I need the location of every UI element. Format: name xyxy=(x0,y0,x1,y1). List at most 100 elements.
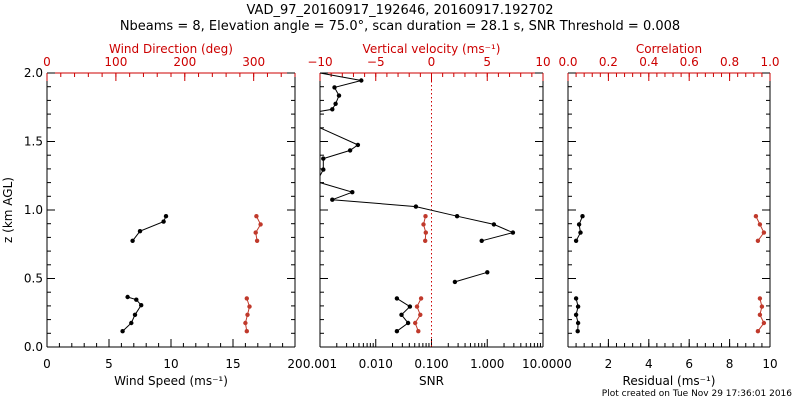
series-line xyxy=(319,127,359,177)
data-point xyxy=(399,312,404,317)
data-point xyxy=(573,238,579,243)
data-point xyxy=(258,222,263,227)
data-point xyxy=(580,214,585,219)
series-line xyxy=(255,215,262,241)
figure-title-line1: VAD_97_20160917_192646, 20160917.192702 xyxy=(247,3,554,18)
data-point xyxy=(423,214,428,219)
data-point xyxy=(413,320,418,326)
data-point xyxy=(418,296,424,301)
data-point xyxy=(120,329,125,334)
data-point xyxy=(330,197,335,202)
data-point xyxy=(394,329,400,334)
series-line xyxy=(422,216,427,241)
data-point xyxy=(755,329,761,334)
top-tick-label: 300 xyxy=(242,55,265,69)
top-axis-label: Vertical velocity (ms⁻¹) xyxy=(363,42,501,56)
data-point xyxy=(757,312,763,317)
x-tick-label: 5 xyxy=(105,357,113,371)
series-line xyxy=(755,215,765,242)
panel-residual-correlation: 0 2 4 6 8 10 Residual (ms⁻¹) 0.0 0.2 0.4 0.6 0.8 1.0… xyxy=(558,42,779,388)
top-tick-label: 0.8 xyxy=(720,55,739,69)
data-point xyxy=(330,107,335,112)
data-point xyxy=(130,238,135,243)
data-point xyxy=(423,238,428,243)
top-tick-label: 0.4 xyxy=(639,55,658,69)
series-line xyxy=(454,271,488,283)
data-point xyxy=(421,222,426,227)
data-point xyxy=(161,219,166,224)
data-point xyxy=(333,101,338,107)
data-point xyxy=(573,296,579,301)
y-tick-label: 0.0 xyxy=(24,340,43,354)
series-line xyxy=(575,216,583,242)
data-point xyxy=(757,296,763,301)
series-line xyxy=(319,72,362,112)
data-point xyxy=(132,312,138,317)
panel-vertical-velocity-snr: 0.001 0.010 0.100 1.000 10.000 SNR −10 −5 0 5 10 Ve… xyxy=(303,42,564,388)
data-point xyxy=(247,304,252,309)
data-point xyxy=(405,320,411,326)
top-axis-label: Correlation xyxy=(636,42,702,56)
y-tick-label: 2.0 xyxy=(24,66,43,80)
top-tick-label: 0 xyxy=(43,55,51,69)
x-tick-label: 15 xyxy=(225,357,240,371)
y-tick-label: 1.5 xyxy=(24,135,43,149)
y-tick-label: 0.5 xyxy=(24,272,43,286)
series-line xyxy=(319,182,515,242)
data-point xyxy=(485,270,490,275)
data-point xyxy=(125,294,130,300)
data-point xyxy=(416,329,421,334)
top-tick-label: 0.2 xyxy=(599,55,618,69)
data-point xyxy=(244,329,249,334)
figure-title-line2: Nbeams = 8, Elevation angle = 75.0°, sca… xyxy=(120,19,680,34)
data-point xyxy=(244,296,249,301)
data-point xyxy=(510,230,516,235)
x-tick-label: 10 xyxy=(762,357,777,371)
series-line xyxy=(132,215,167,242)
data-point xyxy=(321,156,326,161)
data-point xyxy=(134,297,139,302)
data-point xyxy=(418,312,423,317)
data-point xyxy=(163,214,169,219)
data-point xyxy=(578,230,583,235)
data-point xyxy=(253,230,258,235)
data-point xyxy=(454,214,460,219)
x-tick-label: 0.010 xyxy=(359,357,393,371)
top-tick-label: −5 xyxy=(367,55,385,69)
data-point xyxy=(336,93,342,98)
data-point xyxy=(753,214,759,219)
x-tick-label: 20 xyxy=(287,357,302,371)
data-point xyxy=(761,230,767,235)
data-point xyxy=(350,190,355,195)
data-point xyxy=(414,304,420,309)
data-point xyxy=(423,230,428,235)
data-point xyxy=(129,320,134,326)
top-tick-label: 200 xyxy=(173,55,196,69)
x-tick-label: 0.100 xyxy=(414,357,448,371)
top-tick-label: 0.0 xyxy=(558,55,577,69)
data-point xyxy=(759,304,765,309)
data-point xyxy=(452,279,458,285)
data-point xyxy=(394,296,400,301)
data-point xyxy=(254,214,259,219)
y-axis-label: z (km AGL) xyxy=(1,177,15,243)
data-point xyxy=(573,312,579,317)
top-tick-label: 1.0 xyxy=(760,55,779,69)
plot-created-note: Plot created on Tue Nov 29 17:36:01 2016 xyxy=(602,389,792,399)
data-point xyxy=(491,222,497,227)
data-point xyxy=(413,204,419,209)
top-tick-label: 0 xyxy=(428,55,436,69)
x-tick-label: 2 xyxy=(605,357,613,371)
data-point xyxy=(245,312,250,317)
top-axis-label: Wind Direction (deg) xyxy=(109,42,233,56)
x-tick-label: 10.000 xyxy=(522,357,564,371)
data-point xyxy=(359,78,364,83)
data-point xyxy=(243,320,248,326)
x-axis-label: Wind Speed (ms⁻¹) xyxy=(114,374,228,388)
data-point xyxy=(321,167,326,172)
data-point xyxy=(137,229,143,234)
top-tick-label: 0.6 xyxy=(680,55,699,69)
y-tick-label: 1.0 xyxy=(24,203,43,217)
x-axis-label: SNR xyxy=(419,374,444,388)
x-axis-label: Residual (ms⁻¹) xyxy=(623,374,716,388)
